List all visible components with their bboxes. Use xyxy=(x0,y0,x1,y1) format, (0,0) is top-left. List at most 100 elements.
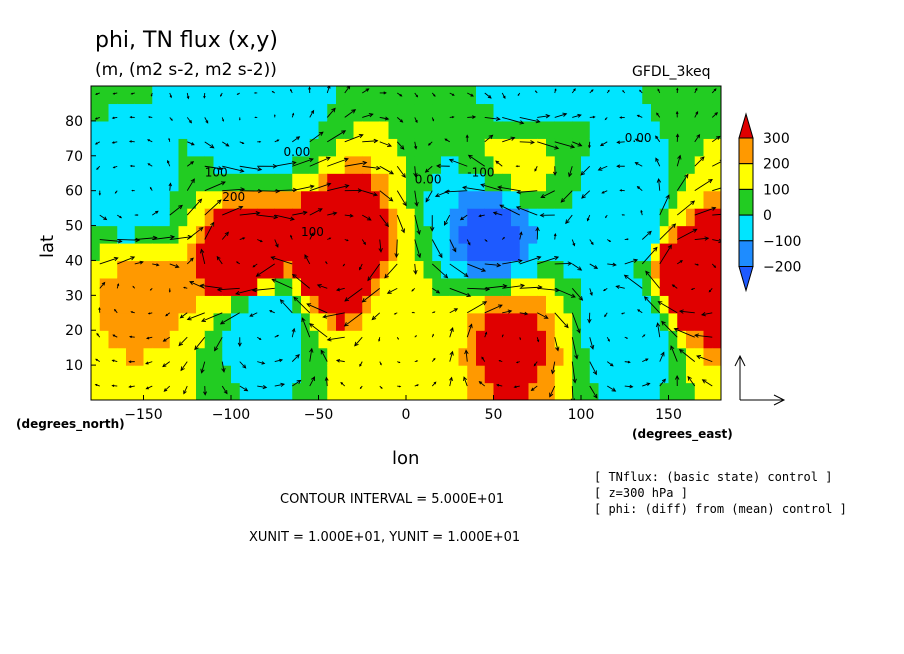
flux-arrow xyxy=(537,255,560,265)
heatmap-cell xyxy=(397,260,407,279)
heatmap-cell xyxy=(379,155,390,174)
heatmap-cell xyxy=(169,103,180,122)
heatmap-cell xyxy=(659,173,670,192)
heatmap-cell xyxy=(353,260,363,279)
heatmap-cell xyxy=(187,155,197,174)
heatmap-cell xyxy=(484,295,495,314)
flux-arrow xyxy=(274,160,297,167)
heatmap-cell xyxy=(362,347,372,366)
heatmap-cell xyxy=(134,260,145,279)
heatmap-cell xyxy=(458,312,468,331)
heatmap-cell xyxy=(143,260,153,279)
heatmap-cell xyxy=(554,365,565,384)
heatmap-cell xyxy=(642,295,652,314)
heatmap-cell xyxy=(257,312,267,331)
heatmap-cell xyxy=(441,138,451,157)
heatmap-cell xyxy=(537,190,547,209)
heatmap-cell xyxy=(458,382,468,400)
heatmap-cell xyxy=(309,260,320,279)
heatmap-cell xyxy=(511,382,521,400)
heatmap-cell xyxy=(336,382,346,400)
heatmap-cell xyxy=(432,103,442,122)
heatmap-cell xyxy=(572,120,582,139)
heatmap-cell xyxy=(213,155,223,174)
heatmap-cell xyxy=(703,277,713,296)
heatmap-cell xyxy=(379,260,390,279)
heatmap-cell xyxy=(633,295,643,314)
flux-arrow xyxy=(221,231,229,240)
heatmap-cell xyxy=(537,312,547,331)
heatmap-cell xyxy=(651,155,661,174)
flux-arrow xyxy=(701,379,713,387)
heatmap-cell xyxy=(91,173,101,192)
heatmap-cell xyxy=(248,208,258,227)
heatmap-cell xyxy=(432,347,442,366)
heatmap-cell xyxy=(458,138,468,157)
heatmap-cell xyxy=(178,86,188,105)
heatmap-cell xyxy=(668,365,678,384)
heatmap-cell xyxy=(353,295,363,314)
heatmap-cell xyxy=(187,190,197,209)
heatmap-cell xyxy=(528,86,538,105)
heatmap-cell xyxy=(336,208,346,227)
heatmap-cell xyxy=(589,295,600,314)
flux-arrow xyxy=(431,117,435,122)
heatmap-cell xyxy=(301,120,311,139)
heatmap-cell xyxy=(467,138,477,157)
flux-arrow xyxy=(204,199,222,216)
heatmap-cell xyxy=(213,295,223,314)
flux-arrow xyxy=(222,165,245,173)
heatmap-cell xyxy=(336,365,346,384)
flux-arrow xyxy=(204,165,223,171)
heatmap-cell xyxy=(458,277,468,296)
heatmap-cell xyxy=(187,138,197,157)
heatmap-cell xyxy=(292,190,302,209)
heatmap-cell xyxy=(266,208,276,227)
contour-label: 100 xyxy=(301,225,324,239)
heatmap-cell xyxy=(484,365,495,384)
heatmap-cell xyxy=(598,365,608,384)
heatmap-cell xyxy=(344,173,355,192)
heatmap-cell xyxy=(204,103,215,122)
heatmap-cell xyxy=(344,365,355,384)
heatmap-cell xyxy=(266,86,276,105)
flux-arrow xyxy=(641,230,652,240)
heatmap-cell xyxy=(432,260,442,279)
heatmap-cell xyxy=(344,330,355,349)
flux-arrow xyxy=(163,385,171,392)
heatmap-cell xyxy=(414,277,425,296)
heatmap-cell xyxy=(371,295,381,314)
heatmap-cell xyxy=(502,382,512,400)
heatmap-cell xyxy=(458,243,468,262)
flux-arrow xyxy=(291,354,300,362)
flux-arrow xyxy=(501,92,506,100)
heatmap-cell xyxy=(423,260,433,279)
heatmap-cell xyxy=(99,243,110,262)
heatmap-cell xyxy=(423,138,433,157)
heatmap-cell xyxy=(703,190,713,209)
heatmap-cell xyxy=(563,86,573,105)
heatmap-cell xyxy=(484,260,495,279)
flux-arrow xyxy=(674,375,680,387)
heatmap-cell xyxy=(598,295,608,314)
flux-arrow xyxy=(327,130,347,143)
heatmap-cell xyxy=(642,330,652,349)
contour-label: 0.00 xyxy=(625,131,652,145)
heatmap-cell xyxy=(633,208,643,227)
heatmap-cell xyxy=(169,365,180,384)
heatmap-cell xyxy=(301,243,311,262)
heatmap-cell xyxy=(274,260,285,279)
flux-arrow xyxy=(449,326,454,338)
heatmap-cell xyxy=(117,347,127,366)
flux-arrow xyxy=(449,308,459,314)
heatmap-cell xyxy=(161,312,171,331)
heatmap-cell xyxy=(344,243,355,262)
heatmap-cell xyxy=(248,382,258,400)
heatmap-cell xyxy=(537,330,547,349)
heatmap-cell xyxy=(607,190,617,209)
heatmap-cell xyxy=(274,295,285,314)
heatmap-cell xyxy=(589,382,600,400)
heatmap-cell xyxy=(266,295,276,314)
flux-arrow xyxy=(168,288,171,293)
